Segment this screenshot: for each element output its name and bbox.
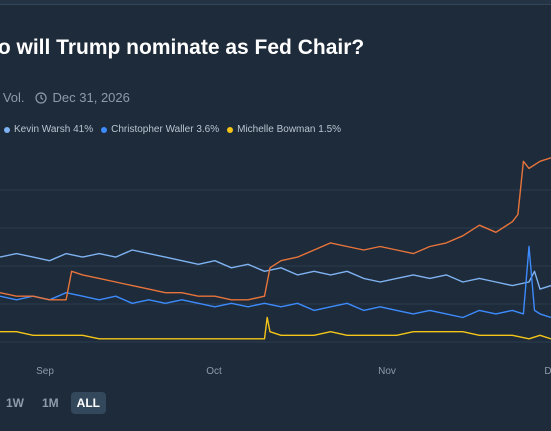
price-chart[interactable]: Sep Oct Nov D bbox=[0, 140, 551, 385]
legend-label: Michelle Bowman 1.5% bbox=[237, 124, 342, 135]
legend-item-warsh: Kevin Warsh 41% bbox=[4, 124, 93, 135]
volume-text: 2 Vol. bbox=[0, 90, 25, 105]
range-1w-button[interactable]: 1W bbox=[6, 396, 24, 410]
end-date-text: Dec 31, 2026 bbox=[52, 90, 130, 105]
legend-item-bowman: Michelle Bowman 1.5% bbox=[227, 124, 341, 135]
legend-dot bbox=[227, 126, 234, 133]
legend-dot bbox=[101, 126, 108, 133]
clock-icon bbox=[34, 91, 47, 104]
series-line-2 bbox=[0, 157, 551, 301]
range-1m-button[interactable]: 1M bbox=[42, 396, 59, 410]
x-tick-label: D bbox=[544, 366, 551, 377]
chart-legend: Kevin Warsh 41% Christopher Waller 3.6% … bbox=[4, 124, 349, 135]
x-tick-label: Oct bbox=[206, 366, 222, 377]
series-line-0 bbox=[0, 249, 551, 290]
top-strip bbox=[0, 0, 551, 4]
series-line-3 bbox=[0, 316, 551, 340]
market-title: ho will Trump nominate as Fed Chair? bbox=[0, 36, 365, 59]
series-line-1 bbox=[0, 245, 551, 319]
x-tick-label: Nov bbox=[378, 366, 396, 377]
top-divider bbox=[0, 4, 551, 5]
x-tick-label: Sep bbox=[36, 366, 54, 377]
legend-dot bbox=[4, 126, 10, 133]
legend-label: Kevin Warsh 41% bbox=[14, 124, 94, 135]
market-meta: 2 Vol. Dec 31, 2026 bbox=[0, 90, 130, 105]
legend-item-waller: Christopher Waller 3.6% bbox=[101, 124, 219, 135]
range-all-button[interactable]: ALL bbox=[70, 392, 106, 414]
time-range-selector: 1W 1M ALL bbox=[0, 392, 112, 414]
legend-label: Christopher Waller 3.6% bbox=[111, 124, 220, 135]
